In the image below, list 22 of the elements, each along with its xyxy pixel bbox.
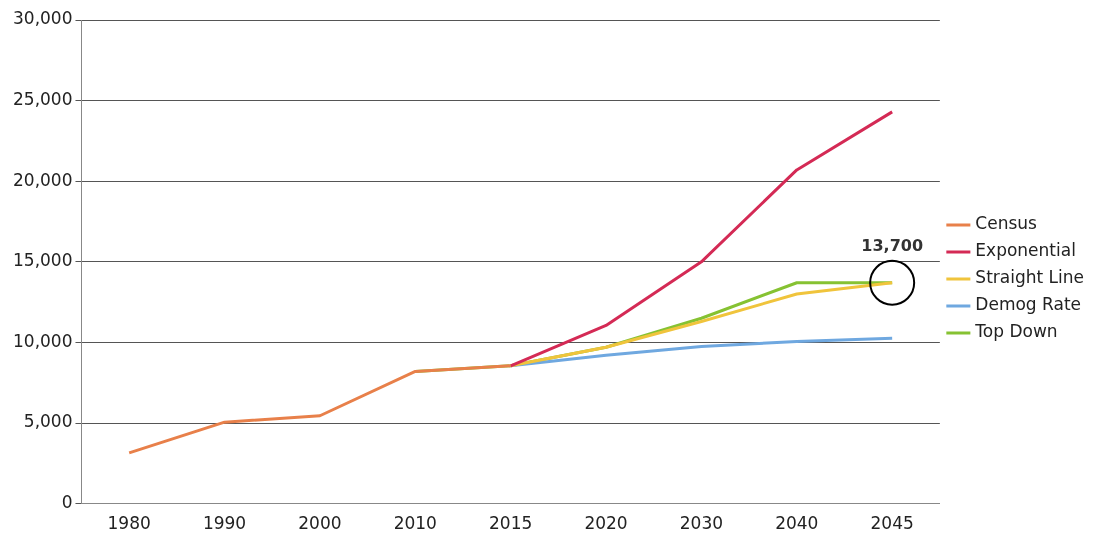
legend-label: Straight Line xyxy=(975,267,1085,288)
y-tick-label: 20,000 xyxy=(13,169,73,190)
x-tick-label: 1990 xyxy=(202,513,247,534)
y-tick-label: 5,000 xyxy=(23,411,73,432)
y-tick-label: 15,000 xyxy=(13,250,73,271)
legend-label: Top Down xyxy=(974,321,1058,342)
y-tick-label: 30,000 xyxy=(13,8,73,29)
annotation: 13,700 xyxy=(861,235,924,255)
x-tick-label: 2030 xyxy=(679,513,724,534)
y-tick-label: 10,000 xyxy=(13,330,73,351)
x-tick-label: 1980 xyxy=(107,513,151,534)
x-tick-label: 2020 xyxy=(584,513,628,534)
legend-label: Demog Rate xyxy=(975,294,1082,315)
legend-label: Exponential xyxy=(975,240,1076,261)
y-tick-label: 25,000 xyxy=(13,89,73,110)
legend-label: Census xyxy=(975,213,1038,234)
x-tick-label: 2015 xyxy=(489,513,533,534)
x-tick-label: 2045 xyxy=(870,513,914,534)
x-tick-label: 2010 xyxy=(393,513,437,534)
x-tick-label: 2040 xyxy=(775,513,819,534)
x-tick-label: 2000 xyxy=(298,513,342,534)
y-tick-label: 0 xyxy=(61,492,73,513)
